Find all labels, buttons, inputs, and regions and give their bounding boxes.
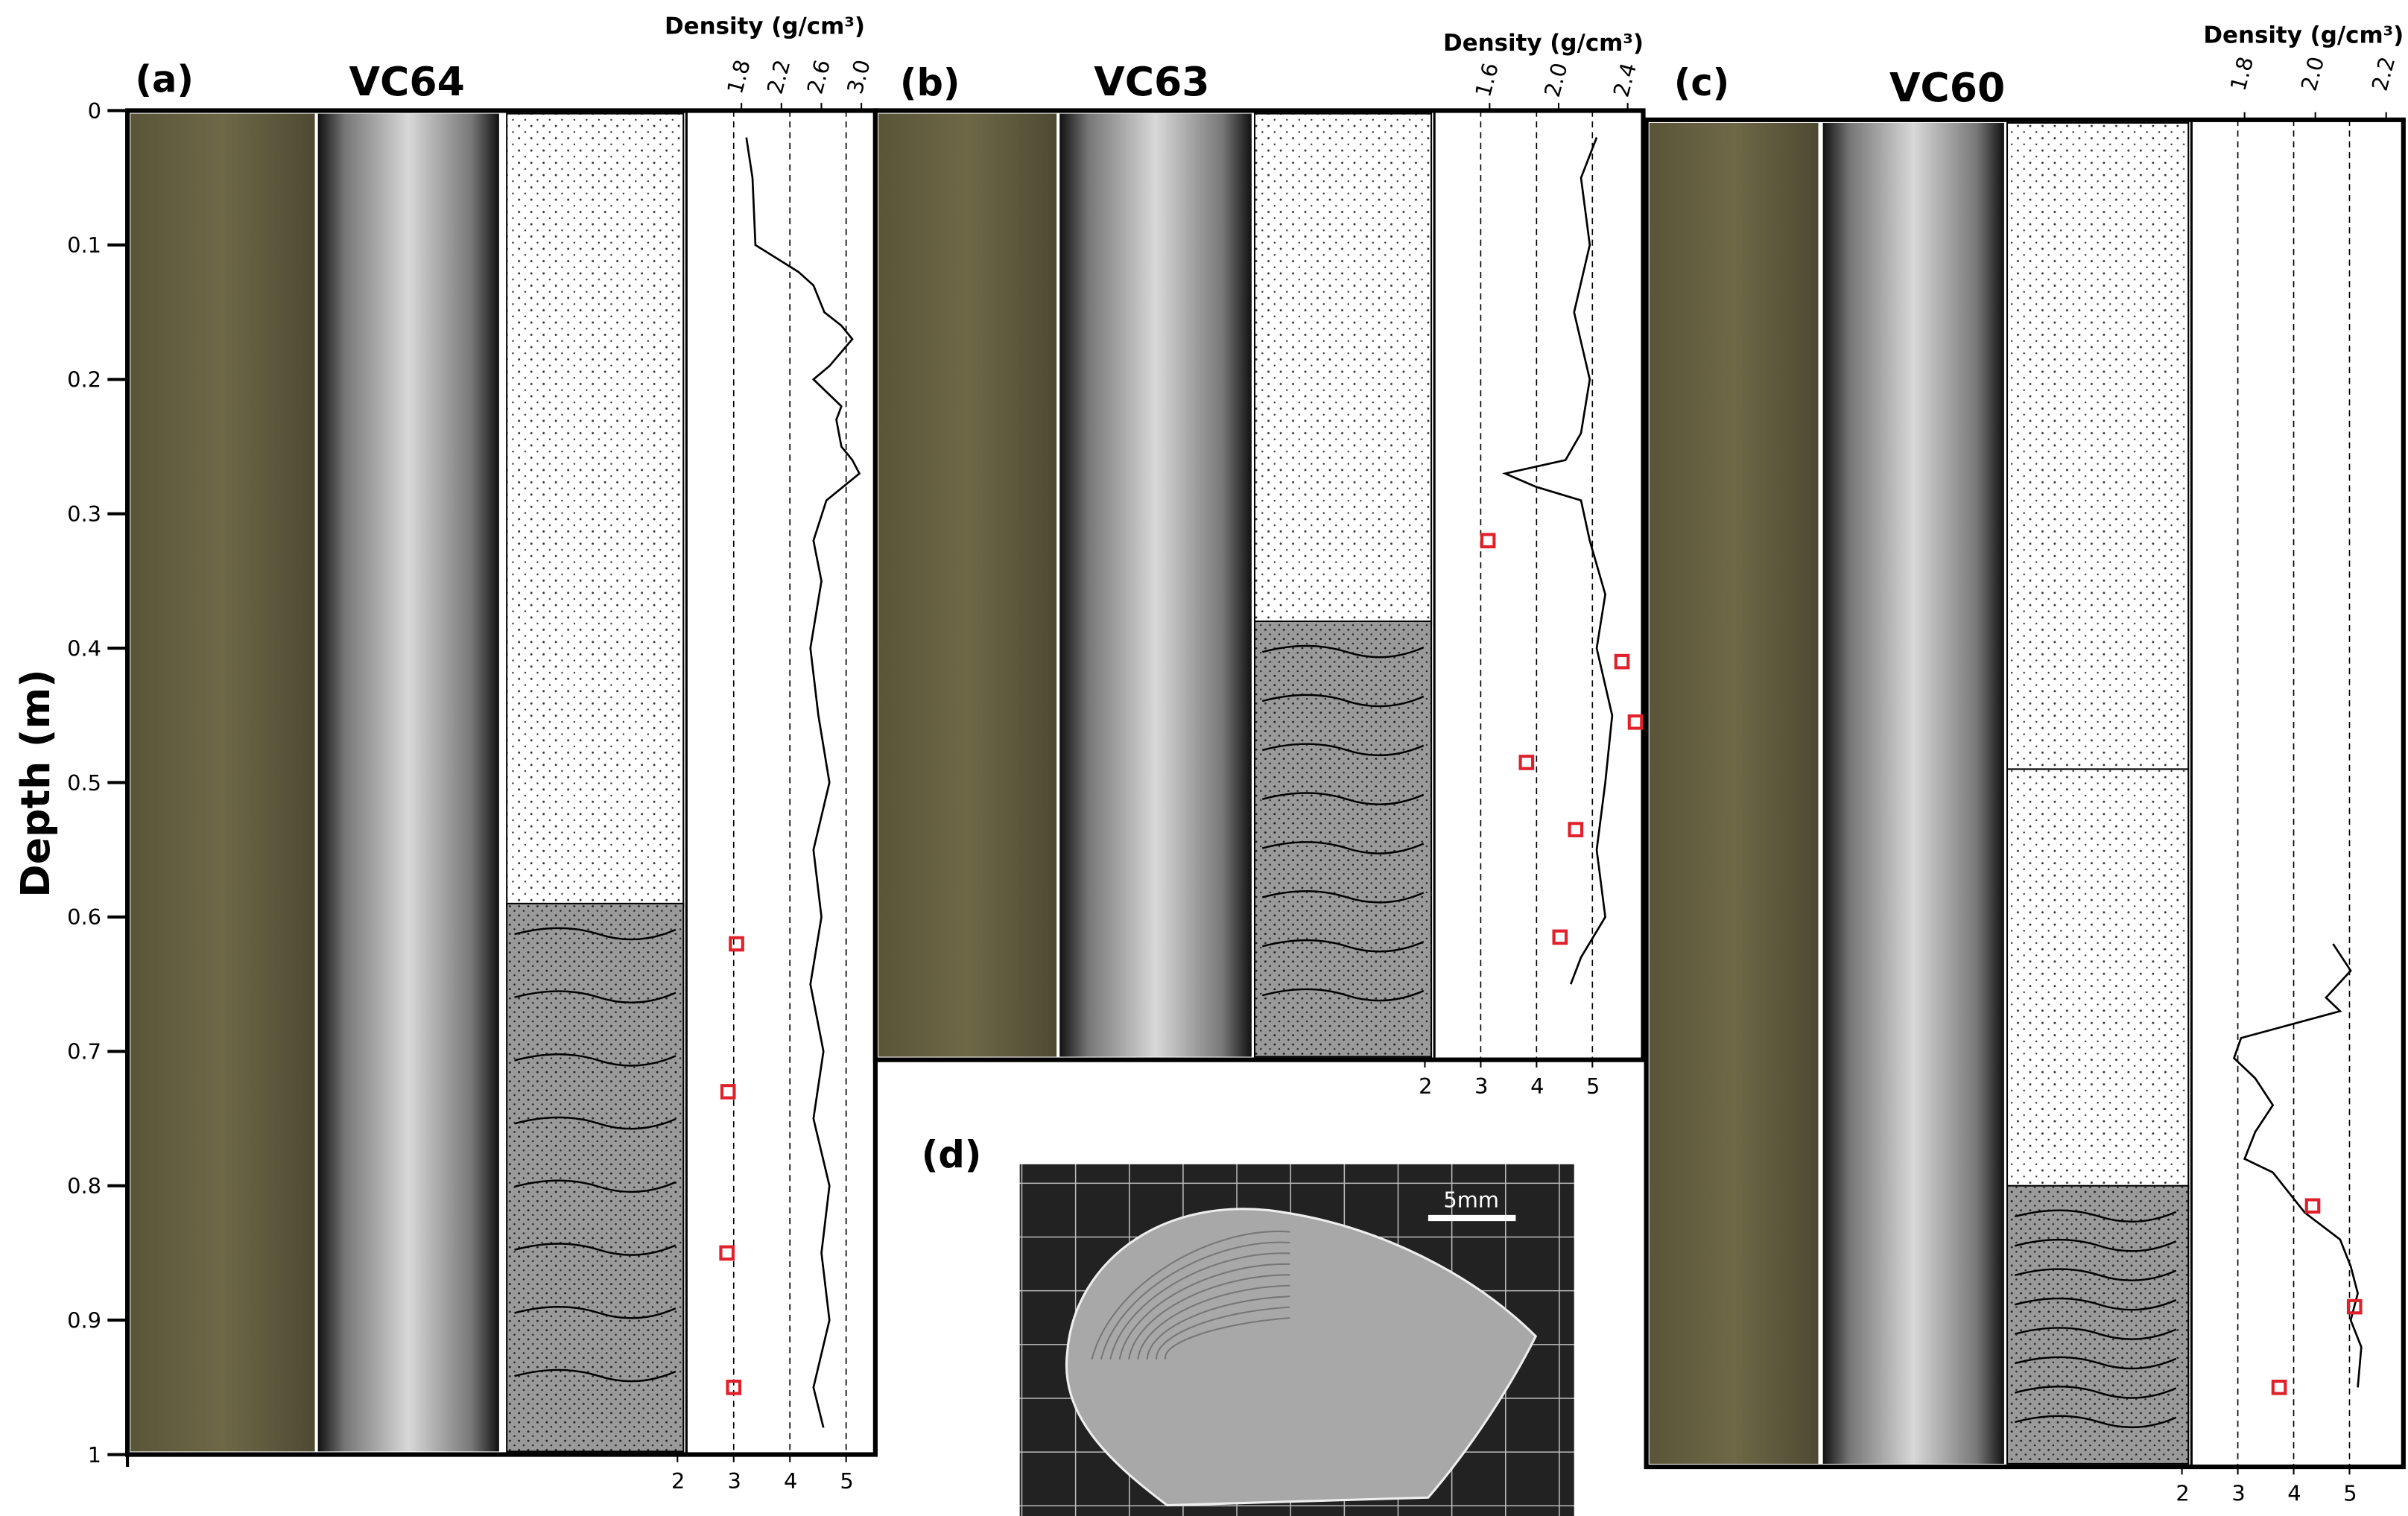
bottom-tick-label: 5 [1586,1073,1600,1099]
density-tick-label: 1.8 [2225,54,2259,93]
density-title: Density (g/cm³) [2203,22,2404,49]
depth-tick-label: 0.9 [67,1307,101,1333]
x-ray-image [1823,123,2004,1464]
bottom-tick-label: 2 [1419,1073,1432,1099]
bottom-tick-label: 2 [671,1468,685,1494]
depth-tick-label: 1 [88,1442,101,1468]
bottom-tick-label: 4 [784,1468,797,1494]
density-tick-label: 2.0 [1539,60,1573,100]
panel-label: (b) [900,61,960,104]
figure: 0 0.1 0.2 0.3 0.4 0.5 0.6 0.7 0.8 0.9 1 Depth (m) (a… [0,0,2408,1516]
density-tick-label: 1.6 [1470,60,1504,100]
panel-label: (a) [135,58,194,101]
depth-tick-label: 0.2 [67,367,101,393]
core-photo [130,114,314,1452]
depth-tick-label: 0 [88,98,101,124]
depth-tick-label: 0.8 [67,1173,101,1199]
density-tick-label: 3.0 [842,57,875,96]
depth-tick-label: 0.3 [67,501,101,527]
log-sand [507,114,683,907]
x-ray-image [1059,114,1252,1057]
core-name: VC60 [1889,64,2005,111]
density-tick-label: 2.0 [2296,54,2330,93]
bottom-tick-label: 4 [2287,1480,2301,1506]
core-photo [878,114,1056,1057]
log-sand [1255,114,1431,625]
log-sand [2007,123,2188,1189]
density-tick-label: 2.6 [802,57,835,96]
core-name: VC63 [1094,58,1209,105]
core-photo [1650,123,1819,1464]
bottom-tick-label: 2 [2176,1480,2189,1506]
density-title: Density (g/cm³) [1443,30,1644,57]
depth-tick-label: 0.4 [67,635,101,661]
scale-bar-label: 5mm [1443,1187,1499,1213]
density-tick-label: 2.2 [762,57,796,96]
density-title: Density (g/cm³) [665,13,865,39]
bottom-tick-label: 5 [840,1468,853,1494]
density-tick-label: 2.4 [1609,60,1642,100]
depth-tick-label: 0.7 [67,1039,101,1065]
bottom-tick-label: 3 [1474,1073,1488,1099]
panel-label: (c) [1674,61,1730,104]
bottom-tick-label: 4 [1530,1073,1544,1099]
bottom-tick-label: 3 [728,1468,741,1494]
page: {"depth_axis":{"title":"Depth (m)","lim"… [0,0,2408,1516]
density-tick-label: 2.2 [2367,54,2401,93]
depth-axis-title: Depth (m) [12,669,59,897]
density-tick-label: 1.8 [722,57,755,96]
depth-tick-label: 0.6 [67,904,101,930]
decoration [127,110,2404,1516]
x-ray-image [318,114,499,1452]
bottom-tick-label: 5 [2343,1480,2357,1506]
panel-label: (d) [922,1133,982,1176]
depth-tick-label: 0.5 [67,770,101,796]
bottom-tick-label: 3 [2231,1480,2245,1506]
core-name: VC64 [349,58,465,105]
log-mud [507,904,683,1452]
depth-tick-label: 0.1 [67,232,101,258]
